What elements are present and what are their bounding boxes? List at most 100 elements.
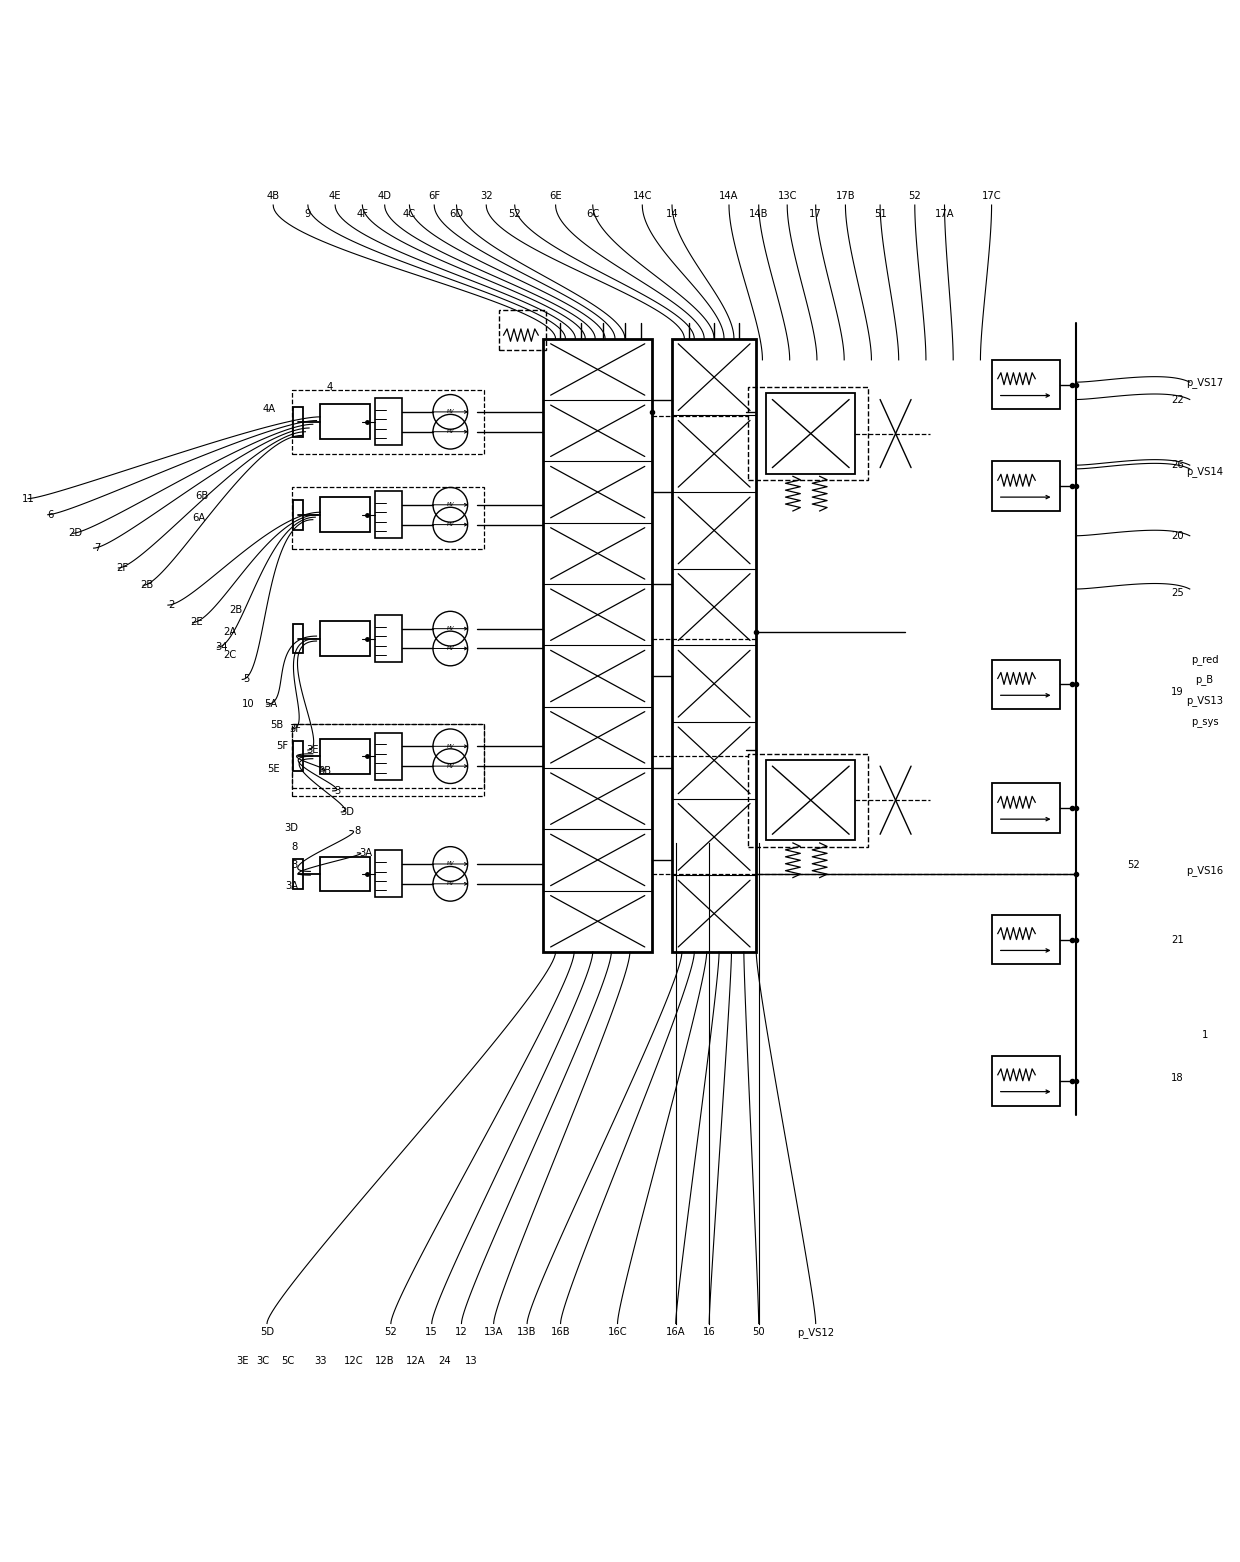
Text: MV: MV [446,744,454,748]
Text: p_VS17: p_VS17 [1187,376,1223,387]
Text: p_VS12: p_VS12 [797,1326,835,1337]
Text: 12B: 12B [374,1356,394,1365]
Text: p_VS13: p_VS13 [1187,695,1223,706]
Text: 25: 25 [1171,587,1184,598]
Bar [992,461,1060,511]
Text: 50: 50 [753,1328,765,1337]
Text: 12A: 12A [405,1356,425,1365]
Text: p_B: p_B [1195,673,1214,684]
Text: 3F: 3F [289,723,301,734]
Bar [374,615,402,662]
Text: 2C: 2C [223,650,236,659]
Text: MV: MV [446,647,454,651]
Text: 13C: 13C [777,192,797,201]
Text: 52: 52 [508,209,521,219]
Text: 17A: 17A [935,209,955,219]
Text: 6F: 6F [428,192,440,201]
Text: MV: MV [446,626,454,631]
Text: 3E: 3E [236,1356,248,1365]
Text: 8: 8 [355,826,361,836]
Text: 11: 11 [21,494,35,503]
Bar [291,487,484,550]
Text: 4E: 4E [329,192,341,201]
Text: 16B: 16B [551,1328,570,1337]
Text: 3A: 3A [360,848,373,858]
Text: p_VS14: p_VS14 [1187,465,1223,476]
Text: MV: MV [446,430,454,434]
Text: 2B: 2B [140,581,154,590]
Text: 6A: 6A [192,514,205,523]
Text: 3A: 3A [285,881,298,892]
Bar [992,359,1060,409]
Bar [320,405,370,439]
Text: 5: 5 [243,675,249,684]
Text: 33: 33 [314,1356,326,1365]
Text: 3D: 3D [341,808,355,817]
Text: 16C: 16C [608,1328,627,1337]
Bar [748,754,868,847]
Text: 9: 9 [305,209,311,219]
Text: 2D: 2D [68,528,82,539]
Text: 3D: 3D [284,823,298,833]
Bar [291,389,484,455]
Text: 16: 16 [703,1328,715,1337]
Text: MV: MV [446,764,454,769]
Text: 5C: 5C [281,1356,295,1365]
Text: 20: 20 [1171,531,1184,540]
Bar [748,387,868,480]
Text: 12C: 12C [343,1356,363,1365]
Text: 3B: 3B [319,765,332,776]
Text: 4A: 4A [263,405,275,414]
Text: 8: 8 [291,842,298,851]
Text: 2: 2 [169,600,175,611]
Text: MV: MV [446,409,454,414]
Text: 13B: 13B [517,1328,537,1337]
Text: MV: MV [446,503,454,508]
Text: 6D: 6D [449,209,464,219]
Text: 4D: 4D [378,192,392,201]
Text: 5F: 5F [277,742,288,751]
Text: 2E: 2E [190,617,202,628]
Bar [992,784,1060,833]
Text: 51: 51 [874,209,887,219]
Text: 32: 32 [480,192,492,201]
Text: 1: 1 [1202,1029,1208,1040]
Text: 2A: 2A [223,628,236,637]
Text: 12: 12 [455,1328,467,1337]
Text: 10: 10 [242,700,254,709]
Bar [374,850,402,898]
Bar [320,497,370,533]
Text: p_VS16: p_VS16 [1187,865,1223,876]
Bar [374,733,402,779]
Text: 19: 19 [1171,687,1184,697]
Bar [543,339,652,951]
Text: MV: MV [446,881,454,886]
Bar [992,915,1060,964]
Text: 14: 14 [666,209,678,219]
Text: 17C: 17C [982,192,1002,201]
Text: 14C: 14C [632,192,652,201]
Text: MV: MV [446,862,454,867]
Text: 5B: 5B [270,720,283,731]
Bar [320,856,370,892]
Text: 5A: 5A [264,700,278,709]
Text: 3: 3 [335,786,341,797]
Bar [291,725,484,789]
Text: 22: 22 [1171,395,1184,405]
Text: 14A: 14A [719,192,739,201]
Text: 52: 52 [1127,861,1141,870]
Text: MV: MV [446,522,454,526]
Bar [374,490,402,539]
Text: p_red: p_red [1190,654,1219,665]
Text: 14B: 14B [749,209,769,219]
Bar [766,394,856,473]
Bar [320,739,370,773]
Text: 7: 7 [94,544,100,553]
Text: 6C: 6C [587,209,599,219]
Text: 6: 6 [47,509,53,520]
Bar [992,659,1060,709]
Bar [291,725,484,797]
Bar [293,408,303,437]
Bar [672,339,756,951]
Bar [992,1056,1060,1106]
